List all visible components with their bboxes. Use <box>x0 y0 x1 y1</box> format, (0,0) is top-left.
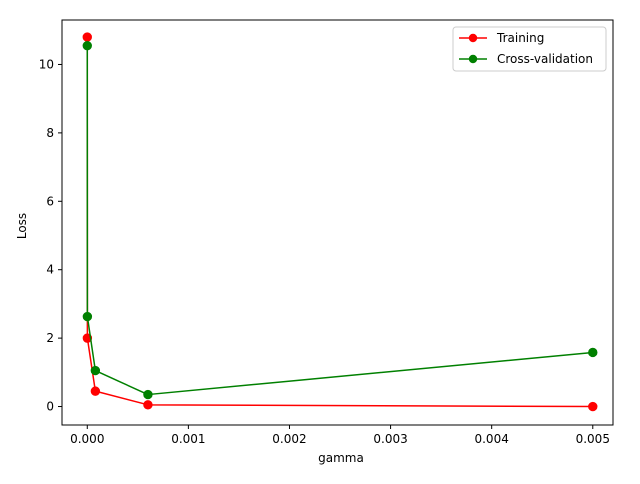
series-0-point-3 <box>143 400 153 410</box>
series-1-point-4 <box>588 347 598 358</box>
y-tick-label-0: 0 <box>46 400 54 414</box>
series-0-point-0 <box>82 32 92 42</box>
y-tick-label-4: 8 <box>46 126 54 140</box>
series-1-point-1 <box>82 311 93 322</box>
series-1-point-2 <box>90 365 101 376</box>
x-tick-label-4: 0.004 <box>474 432 508 446</box>
x-tick-label-5: 0.005 <box>576 432 610 446</box>
legend-label-1: Cross-validation <box>497 52 593 66</box>
y-tick-label-1: 2 <box>46 331 54 345</box>
series-0-point-4 <box>588 401 598 412</box>
y-axis-label: Loss <box>15 213 29 239</box>
x-tick-label-0: 0.000 <box>70 432 104 446</box>
series-0-point-2 <box>90 386 101 396</box>
y-tick-label-3: 6 <box>46 194 54 208</box>
y-tick-label-5: 10 <box>39 57 54 71</box>
y-tick-label-2: 4 <box>46 263 54 277</box>
x-tick-label-1: 0.001 <box>171 432 205 446</box>
series-1-point-0 <box>82 40 92 51</box>
x-tick-label-2: 0.002 <box>272 432 306 446</box>
x-tick-label-3: 0.003 <box>373 432 407 446</box>
axes-frame <box>61 19 614 426</box>
legend-box <box>452 26 607 72</box>
legend: Training Cross-validation <box>452 26 607 72</box>
series-0-point-1 <box>82 333 93 343</box>
legend-marker-0 <box>468 33 478 43</box>
ticks-layer: 0.000 0.001 0.002 0.003 0.004 0.005 0 2 4 6 8 10 <box>39 57 610 446</box>
plot-layer <box>82 32 598 412</box>
x-axis-label: gamma <box>318 451 364 465</box>
series-1-point-3 <box>143 389 153 400</box>
legend-label-0: Training <box>496 31 544 45</box>
legend-marker-1 <box>468 54 478 64</box>
